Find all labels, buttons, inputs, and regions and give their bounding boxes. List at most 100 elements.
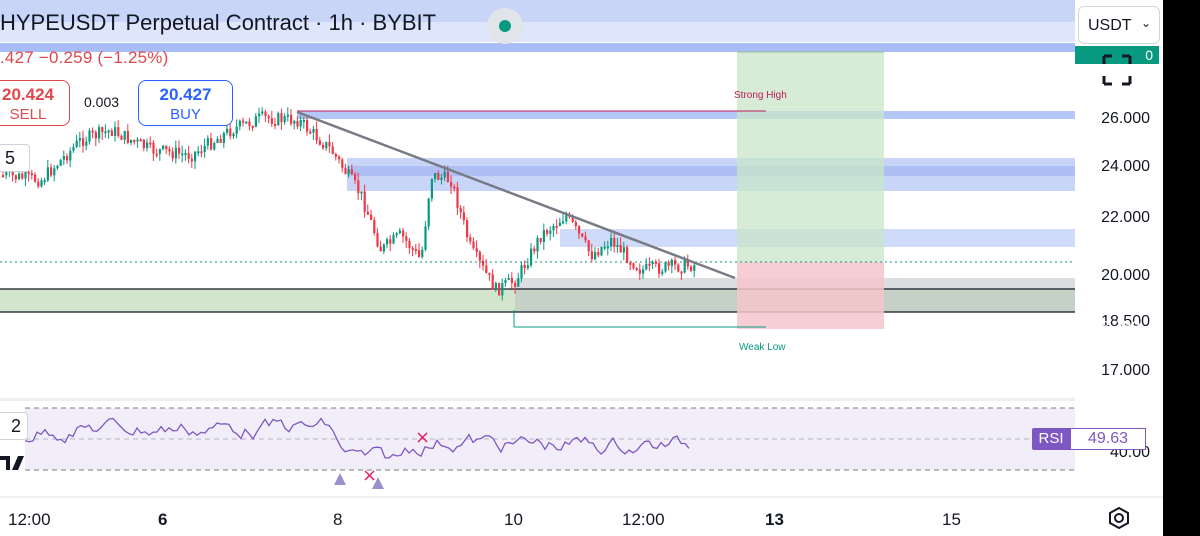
market-open-icon [499,20,511,32]
candle-body [670,259,673,266]
candle-body [283,116,286,123]
candle-body [254,116,257,127]
candle-body [360,191,363,194]
candle-body [456,187,459,209]
divergence-marker [372,477,384,489]
candle-body [600,246,603,256]
candle-body [578,226,581,234]
candle-body [27,171,30,174]
candle-body [194,151,197,162]
candle-body [552,225,555,231]
candle-body [312,128,315,133]
candle-body [498,282,501,296]
candle-body [37,181,40,187]
gear-icon[interactable] [1107,506,1131,530]
symbol-title[interactable]: HYPEUSDT Perpetual Contract · 1h · BYBIT [0,10,437,35]
candle-body [165,145,168,150]
rsi-line [24,417,690,459]
candle-body [514,282,517,287]
candle-body [146,142,149,149]
candle-body [690,266,693,271]
candle-body [296,120,299,127]
candle-body [235,126,238,134]
buy-button[interactable]: 20.427 BUY [138,80,233,126]
candle-body [168,149,171,152]
candle-body [482,260,485,266]
candle-body [622,247,625,253]
candle-body [72,146,75,151]
candle-body [523,265,526,269]
sell-label: SELL [9,106,47,123]
cross-marker: × [362,465,377,486]
candle-body [446,171,449,183]
price-axis-label: 17.000 [1101,362,1150,379]
candle-body [430,178,433,199]
candle-body [366,211,369,215]
rsi-label: RSI [1032,428,1070,450]
buy-price: 20.427 [159,85,212,104]
candle-body [309,131,312,134]
candle-body [427,198,430,227]
candle-body [299,120,302,127]
time-axis-label: 10 [504,510,523,529]
weak-low-label: Weak Low [739,342,786,353]
candle-body [542,230,545,243]
candle-body [469,237,472,242]
supply-zone-top-lower [0,22,1075,42]
candle-body [261,111,264,114]
candle-body [507,277,510,280]
candle-body [398,230,401,234]
candle-body [274,123,277,126]
candle-body [581,233,584,237]
candle-body [270,118,273,124]
candle-body [414,249,417,252]
candle-body [94,132,97,139]
candle-body [683,259,686,273]
fullscreen-icon[interactable] [1100,54,1134,86]
candle-body [18,173,21,180]
candle-body [642,269,645,274]
candle-body [325,142,328,149]
stop-zone [737,262,884,329]
time-axis-label: 15 [942,510,961,529]
candle-body [392,234,395,244]
candle-body [651,261,654,265]
candle-body [341,159,344,168]
candle-body [46,167,49,181]
candle-body [693,265,696,271]
candle-body [363,191,366,212]
sell-button[interactable]: 20.424 SELL [0,80,70,126]
currency-selector[interactable]: USDT ⌄ [1078,6,1160,44]
market-status-button[interactable] [487,8,523,44]
candle-body [219,138,222,143]
candle-body [162,145,165,150]
candle-body [661,271,664,274]
candle-body [590,251,593,260]
candle-body [472,241,475,249]
candle-body [440,177,443,180]
interval-toggle[interactable]: 5 [0,144,30,172]
candle-body [424,226,427,250]
candle-body [645,263,648,270]
candle-body [142,139,145,149]
candle-body [539,237,542,243]
candle-body [501,283,504,296]
candle-body [443,171,446,178]
candle-body [69,150,72,161]
time-axis-label: 12:00 [8,510,51,529]
candle-body [171,151,174,159]
candle-body [459,208,462,213]
candle-body [437,172,440,180]
supply-zone-band [0,43,1075,52]
candle-body [517,278,520,287]
candle-body [565,214,568,222]
candle-body [526,265,529,269]
candle-body [619,244,622,253]
supply-zone-26 [297,111,1075,119]
price-axis-label: 26.000 [1101,110,1150,127]
strong-high-label: Strong High [734,90,787,101]
rsi-settings-toggle[interactable]: 2 [0,412,28,440]
candle-body [354,174,357,181]
candle-body [91,130,94,133]
